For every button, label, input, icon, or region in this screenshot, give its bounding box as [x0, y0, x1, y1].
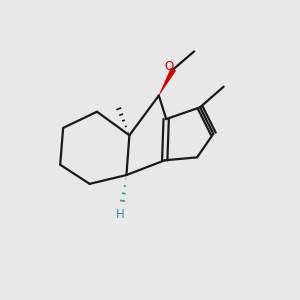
Text: O: O	[164, 60, 174, 73]
Polygon shape	[159, 68, 176, 96]
Text: H: H	[116, 208, 125, 221]
